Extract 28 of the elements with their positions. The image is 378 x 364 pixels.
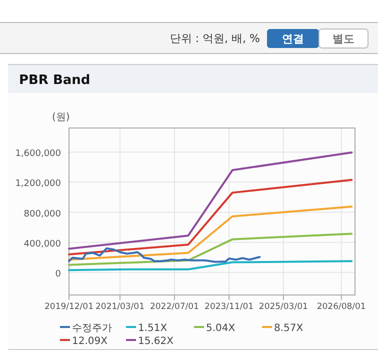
legend-label: 5.04X	[206, 323, 236, 334]
text: 단위 : 억원, 배, %	[170, 32, 260, 45]
x-tick-label: 2023/11/01	[204, 302, 254, 312]
y-axis-title: (원)	[52, 112, 70, 123]
legend-label: 12.09X	[72, 336, 108, 347]
x-tick-label: 2022/07/01	[150, 302, 199, 312]
y-tick-label: 400,000	[24, 239, 62, 250]
line-series	[68, 260, 353, 272]
line-series	[68, 247, 261, 263]
x-tick-label: 2025/03/01	[258, 302, 308, 312]
y-tick-label: 1,600,000	[15, 149, 62, 160]
legend-label: 수정주가	[72, 323, 112, 334]
text: 연결	[282, 32, 304, 46]
legend-label: 8.57X	[274, 323, 304, 334]
line-series	[68, 178, 353, 256]
x-tick-label: 2019/12/01	[44, 302, 94, 312]
y-tick-label: 0	[55, 269, 62, 280]
text: 별도	[332, 32, 354, 46]
y-tick-label: 1,200,000	[15, 179, 62, 190]
y-tick-label: 800,000	[24, 209, 62, 220]
line-series	[68, 206, 353, 261]
chart-title: PBR Band	[19, 73, 90, 88]
line-series	[68, 232, 353, 266]
legend-label: 1.51X	[138, 323, 168, 334]
x-tick-label: 2026/08/01	[316, 302, 366, 312]
legend-label: 15.62X	[138, 336, 174, 347]
line-series	[68, 151, 353, 250]
x-tick-label: 2021/03/01	[96, 302, 145, 312]
